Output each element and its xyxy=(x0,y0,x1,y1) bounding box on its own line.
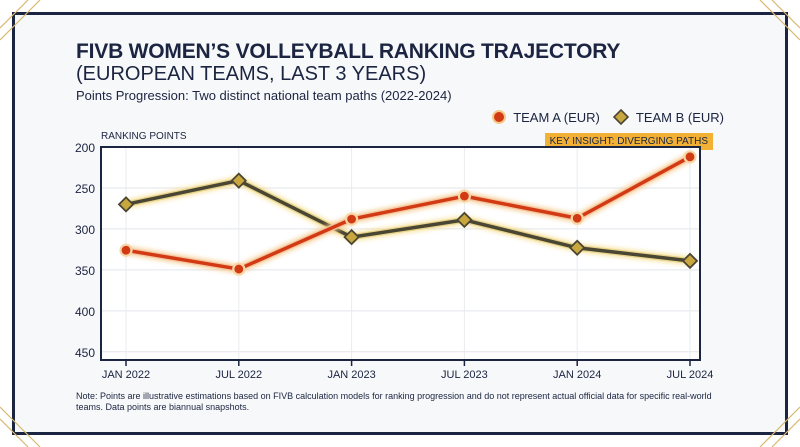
data-point-team-a xyxy=(570,211,584,225)
data-point-team-a xyxy=(345,212,359,226)
legend-item-team-a: TEAM A (EUR) xyxy=(491,109,600,125)
x-tick-label: JAN 2022 xyxy=(102,369,150,381)
corner-ornament-top-right xyxy=(759,0,800,41)
x-tick-label: JAN 2024 xyxy=(553,369,601,381)
y-tick-label: 450 xyxy=(75,346,95,360)
corner-ornament-top-left xyxy=(0,0,41,41)
chart-title-line2: (EUROPEAN TEAMS, LAST 3 YEARS) xyxy=(76,63,427,85)
data-point-team-a xyxy=(232,262,246,276)
footnote: Note: Points are illustrative estimation… xyxy=(76,391,712,412)
data-point-team-b xyxy=(343,228,360,246)
data-point-team-b xyxy=(117,196,135,213)
y-tick-label: 300 xyxy=(75,223,95,237)
x-tick-label: JUL 2022 xyxy=(215,369,262,381)
x-tick-label: JUL 2024 xyxy=(667,369,714,381)
data-point-team-a xyxy=(119,243,133,257)
legend-label-team-b: TEAM B (EUR) xyxy=(635,109,724,125)
plot-border xyxy=(100,146,701,361)
y-tick-label: 400 xyxy=(75,305,95,319)
x-tick-label: JUL 2023 xyxy=(441,369,488,381)
chart-title: FIVB WOMEN’S VOLLEYBALL RANKING TRAJECTO… xyxy=(76,40,621,63)
legend-item-team-b: TEAM B (EUR) xyxy=(612,108,724,126)
corner-ornament-bottom-right xyxy=(759,406,800,447)
diamond-marker-icon xyxy=(612,108,630,126)
data-point-team-b xyxy=(456,211,473,229)
legend: TEAM A (EUR) TEAM B (EUR) xyxy=(491,108,724,126)
data-point-team-b xyxy=(568,239,586,257)
series-line-team-b xyxy=(125,178,691,263)
data-point-team-b xyxy=(681,252,699,270)
corner-ornament-bottom-left xyxy=(0,406,41,447)
y-axis-label: RANKING POINTS xyxy=(101,131,187,142)
chart-subtitle: Points Progression: Two distinct nationa… xyxy=(76,88,452,103)
data-point-team-a xyxy=(683,150,697,164)
data-point-team-a xyxy=(457,189,471,203)
circle-marker-icon xyxy=(492,110,507,124)
y-tick-label: 200 xyxy=(75,141,95,155)
y-tick-label: 250 xyxy=(75,182,95,196)
insight-badge: KEY INSIGHT: DIVERGING PATHS xyxy=(544,133,713,150)
data-point-team-b xyxy=(230,172,248,189)
x-tick-label: JAN 2023 xyxy=(327,369,375,381)
series-line-team-a xyxy=(125,155,691,271)
legend-label-team-a: TEAM A (EUR) xyxy=(513,109,600,125)
y-tick-label: 350 xyxy=(75,264,95,278)
